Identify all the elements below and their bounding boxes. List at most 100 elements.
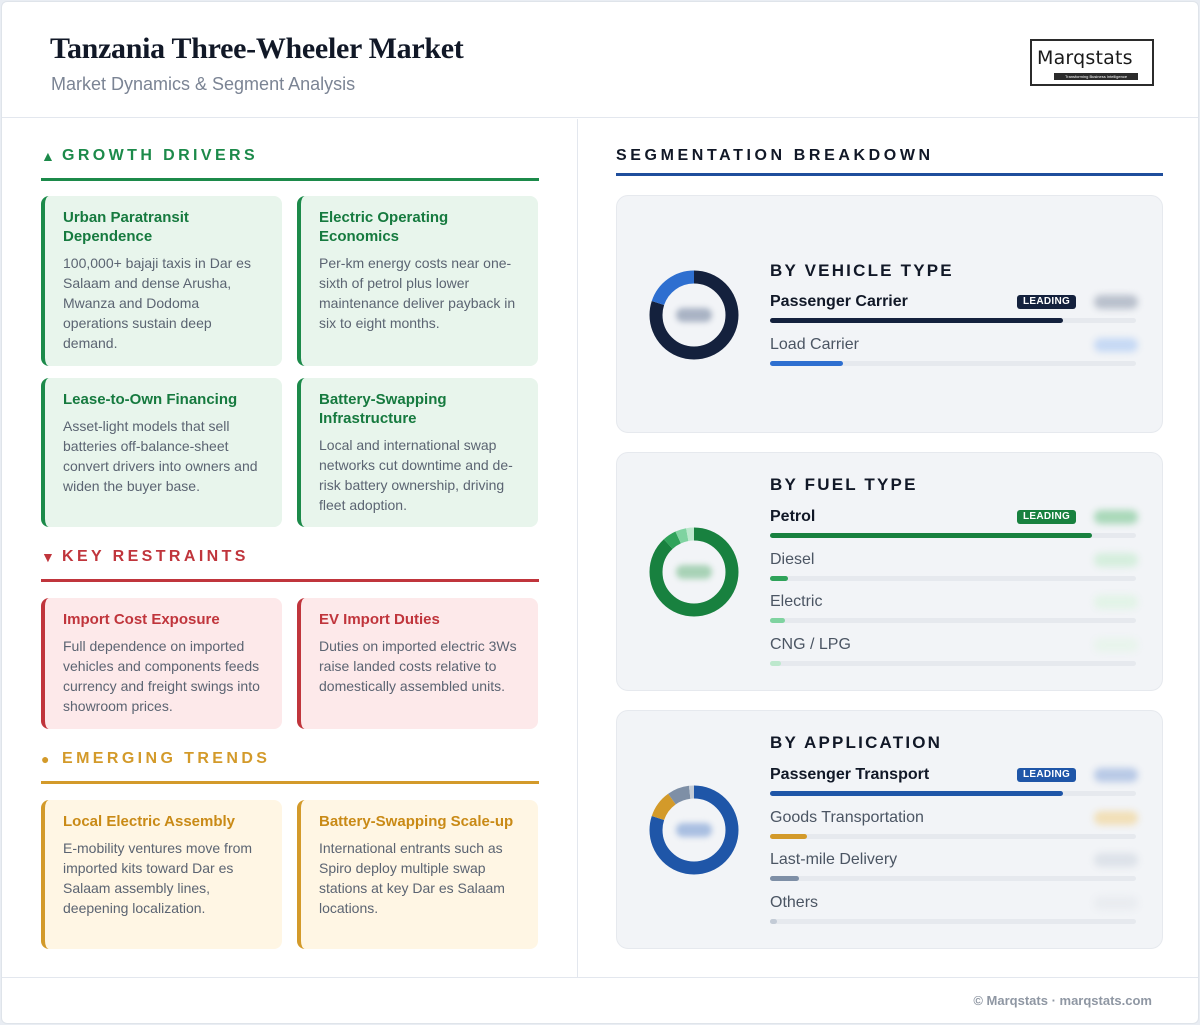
panel-title: BY VEHICLE TYPE <box>770 261 954 280</box>
segment-bar-fill <box>770 919 777 924</box>
panel-title: BY APPLICATION <box>770 733 943 752</box>
segment-label: Load Carrier <box>770 336 859 353</box>
card-title: Import Cost Exposure <box>63 611 220 628</box>
panel-title: BY FUEL TYPE <box>770 475 918 494</box>
donut-slice-3 <box>649 785 739 875</box>
page-subtitle: Market Dynamics & Segment Analysis <box>51 74 356 94</box>
card-description: Per-km energy costs near one-sixth of pe… <box>319 255 516 331</box>
trend-card: Local Electric Assembly E-mobility ventu… <box>41 800 282 949</box>
driver-card: Urban Paratransit Dependence 100,000+ ba… <box>41 196 282 366</box>
segment-bar-fill <box>770 791 1063 796</box>
segment-bar-fill <box>770 618 785 623</box>
segment-row: Passenger Carrier LEADING <box>770 292 1138 324</box>
segment-bar-track <box>770 361 1136 366</box>
brand-logo[interactable]: Marqstats Transforming Business Intellig… <box>1030 39 1154 86</box>
card-title: Lease-to-Own Financing <box>63 391 238 408</box>
trend-card: Battery-Swapping Scale-up International … <box>297 800 538 949</box>
segment-label: Others <box>770 894 819 911</box>
card-description: International entrants such as Spiro dep… <box>319 840 505 916</box>
segment-row: Load Carrier <box>770 335 1138 367</box>
card-title: Local Electric Assembly <box>63 813 236 830</box>
segment-bar-track <box>770 876 1136 881</box>
segment-value <box>1094 338 1138 352</box>
segmentation-rule <box>616 173 1163 176</box>
segment-bar-track <box>770 618 1136 623</box>
donut-center-value <box>676 565 712 579</box>
fuel-type-panel: BY FUEL TYPE Petrol LEADING Diesel Elect… <box>616 452 1163 691</box>
donut-slice-3 <box>649 527 739 617</box>
application-panel: BY APPLICATION Passenger Transport LEADI… <box>616 710 1163 949</box>
card-title: Battery-Swapping Infrastructure <box>319 391 447 427</box>
segment-bar-track <box>770 919 1136 924</box>
leading-badge: LEADING <box>1017 768 1077 782</box>
card-description: Full dependence on imported vehicles and… <box>63 638 260 714</box>
driver-card: Battery-Swapping Infrastructure Local an… <box>297 378 538 527</box>
footer-credit[interactable]: © Marqstats · marqstats.com <box>973 993 1152 1008</box>
segment-bar-fill <box>770 318 1063 323</box>
leading-badge: LEADING <box>1017 295 1077 309</box>
segment-label: Diesel <box>770 551 815 568</box>
leading-badge: LEADING <box>1017 510 1077 524</box>
key-restraints-title: KEY RESTRAINTS <box>62 548 249 565</box>
growth-drivers-title: GROWTH DRIVERS <box>62 147 259 164</box>
emerging-trends-header: ● EMERGING TRENDS <box>41 751 539 784</box>
donut-center-value <box>676 308 712 322</box>
segment-value <box>1094 553 1138 567</box>
segment-label: Goods Transportation <box>770 809 924 826</box>
segment-bar-fill <box>770 533 1092 538</box>
segment-row: Diesel <box>770 550 1138 582</box>
restraint-card: Import Cost Exposure Full dependence on … <box>41 598 282 729</box>
segment-label: Passenger Transport <box>770 766 930 783</box>
segment-value <box>1094 768 1138 782</box>
segment-label: Petrol <box>770 508 816 525</box>
segment-label: Electric <box>770 593 823 610</box>
segment-bar-fill <box>770 576 788 581</box>
driver-card: Electric Operating Economics Per-km ener… <box>297 196 538 366</box>
segment-row: Electric <box>770 592 1138 624</box>
segment-row: Passenger Transport LEADING <box>770 765 1138 797</box>
donut-slice-1 <box>649 270 739 360</box>
segment-value <box>1094 638 1138 652</box>
segment-bar-fill <box>770 361 843 366</box>
segment-label: Last-mile Delivery <box>770 851 898 868</box>
key-restraints-header: ▼ KEY RESTRAINTS <box>41 549 539 582</box>
segment-label: CNG / LPG <box>770 636 851 653</box>
segment-value <box>1094 896 1138 910</box>
section-rule <box>41 579 539 582</box>
growth-drivers-header: ▲ GROWTH DRIVERS <box>41 148 539 181</box>
emerging-trends-title: EMERGING TRENDS <box>62 750 271 767</box>
segment-row: Goods Transportation <box>770 808 1138 840</box>
card-title: Battery-Swapping Scale-up <box>319 813 514 830</box>
card-title: Electric Operating Economics <box>319 209 449 245</box>
footer: © Marqstats · marqstats.com <box>2 977 1198 1023</box>
segment-value <box>1094 510 1138 524</box>
down-triangle-icon: ▼ <box>41 549 55 565</box>
card-description: Asset-light models that sell batteries o… <box>63 418 258 494</box>
donut-center-value <box>676 823 712 837</box>
segment-bar-track <box>770 834 1136 839</box>
page-title: Tanzania Three-Wheeler Market <box>50 32 464 65</box>
segment-row: Others <box>770 893 1138 925</box>
up-triangle-icon: ▲ <box>41 148 55 164</box>
segment-bar-fill <box>770 834 807 839</box>
dot-icon: ● <box>41 751 50 767</box>
segment-row: CNG / LPG <box>770 635 1138 667</box>
column-divider <box>577 119 578 977</box>
segment-row: Last-mile Delivery <box>770 850 1138 882</box>
segment-value <box>1094 853 1138 867</box>
driver-card: Lease-to-Own Financing Asset-light model… <box>41 378 282 527</box>
segment-value <box>1094 595 1138 609</box>
card-description: E-mobility ventures move from imported k… <box>63 840 253 916</box>
segment-bar-track <box>770 533 1136 538</box>
segment-bar-fill <box>770 661 781 666</box>
vehicle-type-panel: BY VEHICLE TYPE Passenger Carrier LEADIN… <box>616 195 1163 433</box>
fuel-type-donut <box>649 527 739 617</box>
segment-bar-track <box>770 576 1136 581</box>
segment-row: Petrol LEADING <box>770 507 1138 539</box>
segment-value <box>1094 811 1138 825</box>
card-description: 100,000+ bajaji taxis in Dar es Salaam a… <box>63 255 251 351</box>
card-description: Duties on imported electric 3Ws raise la… <box>319 638 517 694</box>
section-rule <box>41 178 539 181</box>
logo-tagline: Transforming Business Intelligence <box>1054 73 1138 80</box>
card-title: EV Import Duties <box>319 611 440 628</box>
